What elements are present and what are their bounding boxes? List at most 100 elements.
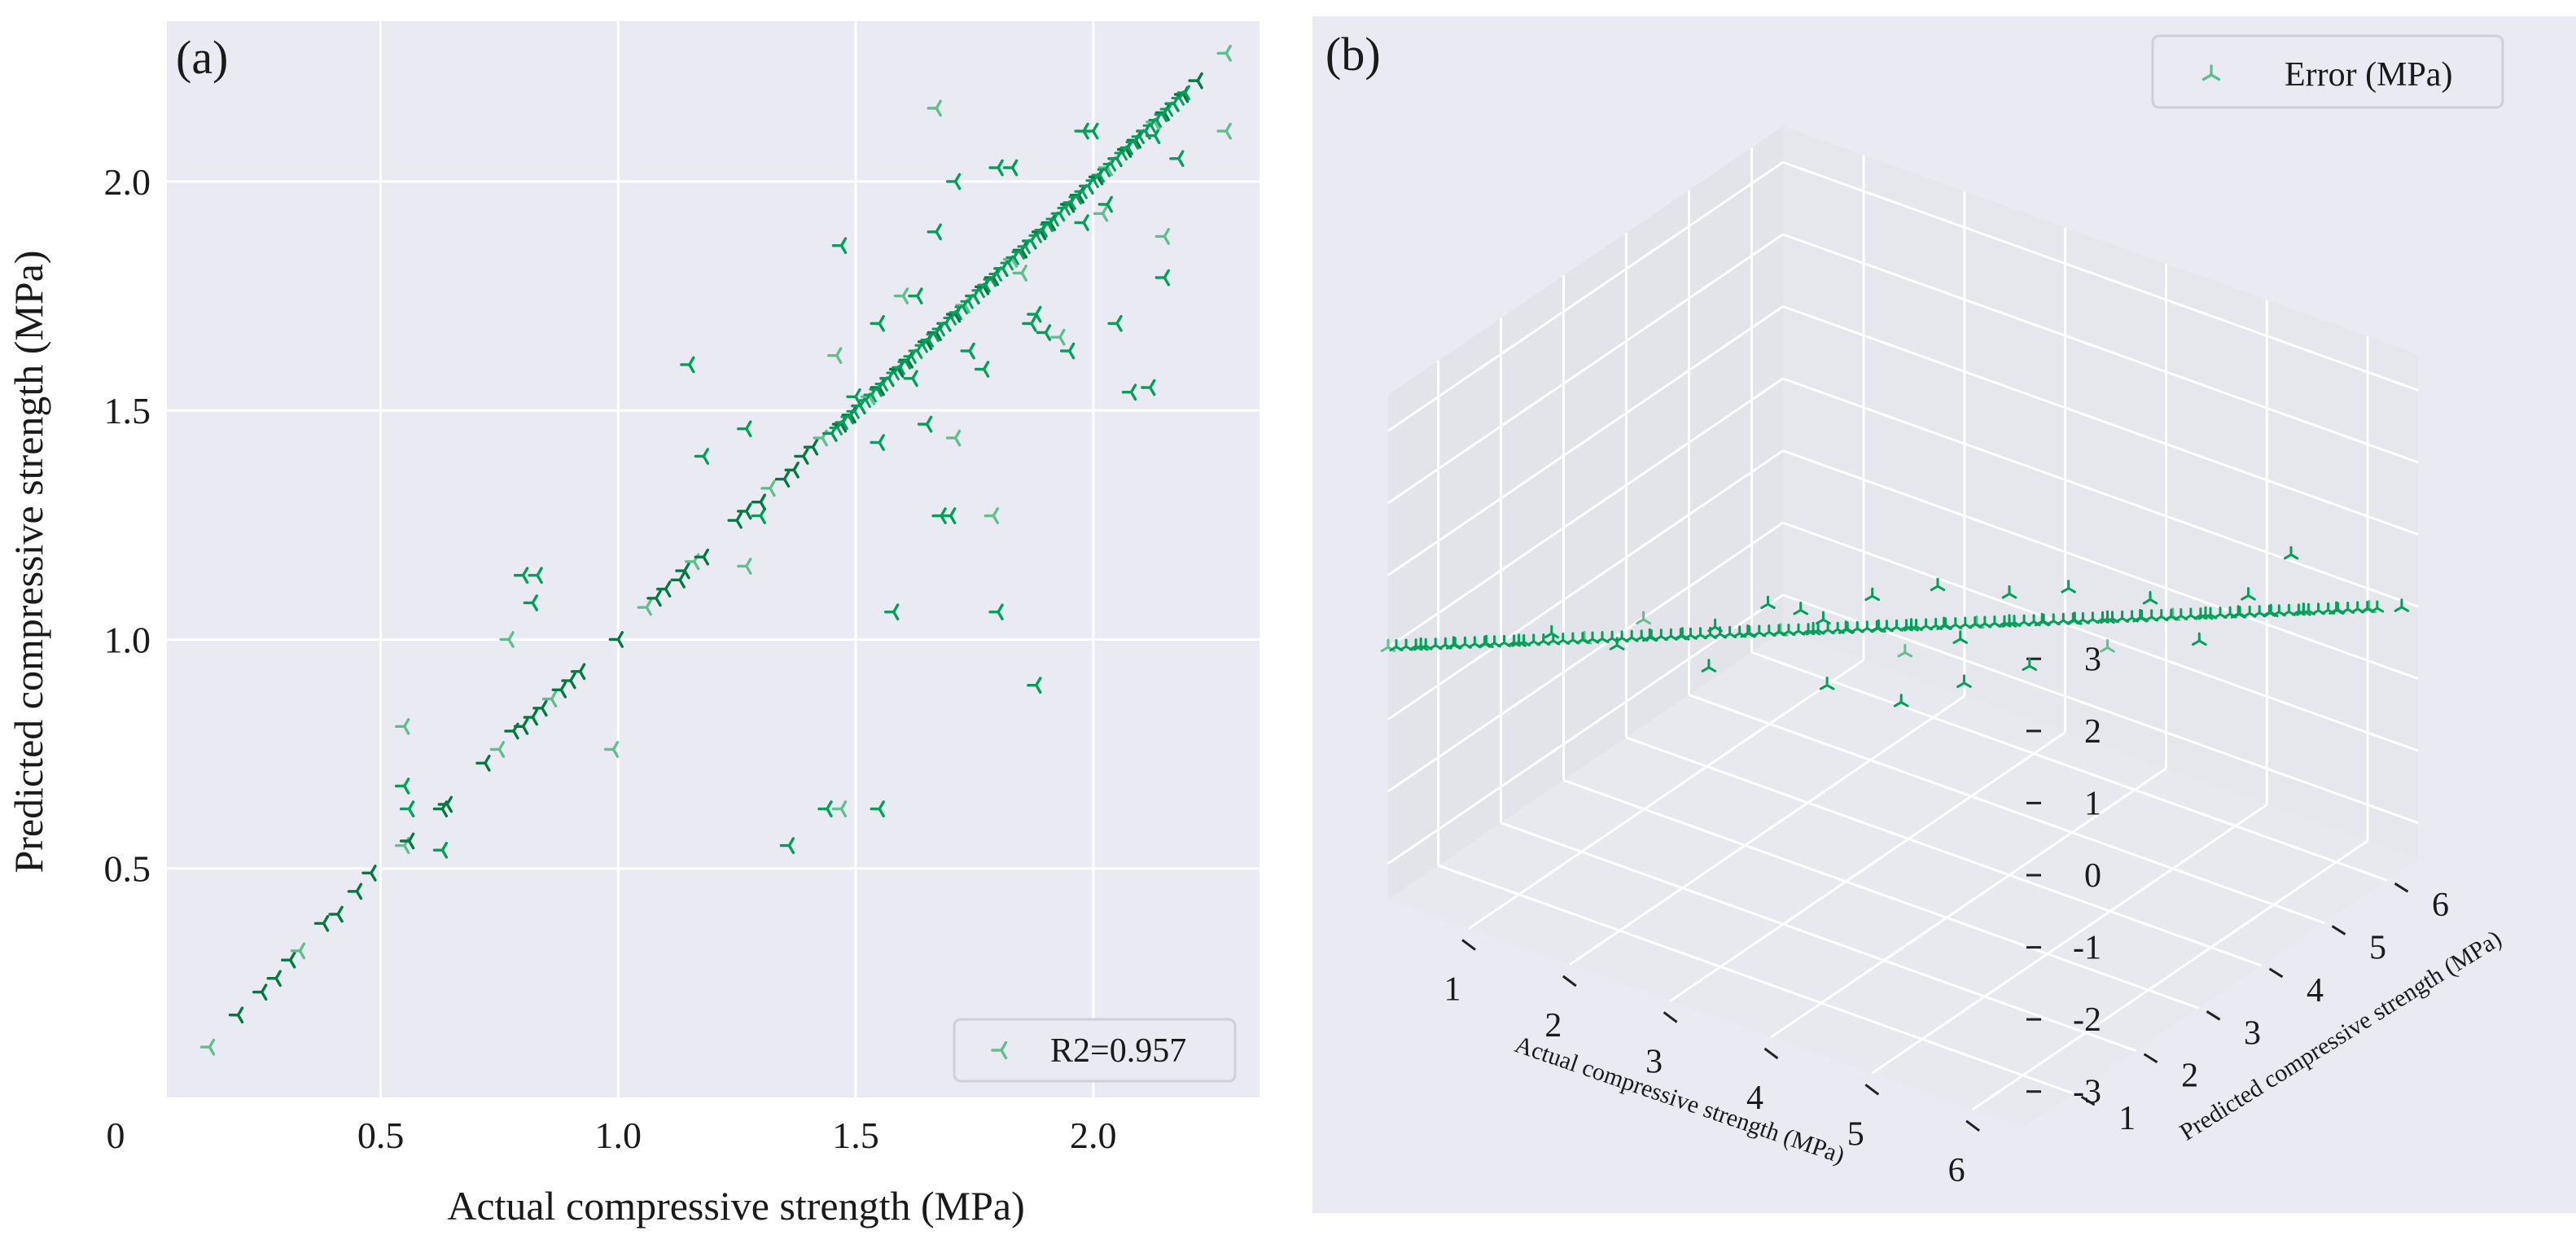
panel-a-y-tick-label: 0.5	[104, 848, 151, 890]
panel-b-point	[2100, 639, 2115, 653]
panel-a-point	[1216, 122, 1232, 140]
panel-a-point	[1022, 314, 1037, 332]
panel-a-ticks: 0.5 1.0 1.5 2.0 0.5 1.0 1.5 2.0	[104, 161, 1117, 1156]
panel-a-point	[561, 672, 576, 690]
panel-b-x-tick-label: 4	[1746, 1080, 1763, 1117]
panel-b-x-tick	[1562, 975, 1577, 988]
panel-a-x-axis-label: Actual compressive strength (MPa)	[447, 1183, 1025, 1229]
panel-a-point	[646, 589, 662, 607]
panel-b-point	[2022, 657, 2038, 671]
panel-a-point	[675, 562, 690, 580]
panel-a-point	[760, 480, 776, 497]
panel-a-point	[680, 356, 695, 374]
panel-a-point	[831, 237, 848, 254]
panel-a-point	[1050, 328, 1066, 346]
panel-a-point	[551, 681, 567, 699]
panel-a-x-tick-label: 2.0	[1070, 1115, 1117, 1156]
panel-a-point	[523, 708, 538, 726]
panel-a-point	[608, 631, 624, 648]
panel-b-floor-gridline	[1563, 778, 2200, 1010]
panel-a-point	[870, 800, 885, 817]
panel-a-point	[1188, 72, 1203, 90]
panel-b-point	[1636, 611, 1651, 624]
panel-a-origin-label: 0	[107, 1115, 125, 1156]
panel-a-y-tick-label: 1.5	[104, 390, 151, 431]
panel-a-point	[1154, 269, 1171, 287]
panel-a-point	[870, 314, 885, 332]
panel-b-wall-gridline	[1387, 521, 1784, 793]
panel-b-point	[2283, 545, 2299, 560]
panel-a-point	[751, 493, 766, 510]
panel-a-point	[513, 567, 529, 584]
panel-a-point	[883, 603, 900, 621]
panel-b-floor-gridline	[1438, 864, 2074, 1095]
panel-b-legend-text: Error (MPa)	[2285, 56, 2452, 94]
panel-a-point	[694, 448, 709, 465]
panel-b-point	[1701, 659, 1717, 672]
panel-a-x-tick-label: 1.0	[595, 1115, 642, 1156]
panel-a-point	[908, 287, 923, 304]
panel-a-grid	[167, 21, 1260, 1097]
panel-a-y-axis-label: Predicted compressive strength (MPa)	[6, 250, 51, 873]
panel-a-point	[570, 663, 586, 681]
panel-a-y-tick-label: 1.0	[104, 619, 151, 660]
panel-b-floor-gridline	[1468, 659, 1864, 930]
panel-a-point	[927, 99, 942, 117]
panel-b-wall-gridline	[1387, 161, 1784, 432]
panel-a-point	[637, 598, 652, 616]
panel-a-point	[831, 800, 848, 817]
panel-b-wall-gridline	[1782, 449, 2419, 680]
panel-b-wall-gridline	[1782, 160, 2419, 392]
panel-b-y-tick-label: 5	[2369, 930, 2386, 967]
panel-a-point	[794, 448, 809, 465]
panel-b-x-tick-label: 5	[1847, 1115, 1864, 1153]
panel-b-grid	[1387, 147, 2419, 1111]
panel-a-point	[1027, 305, 1042, 323]
panel-b-z-tick-label: -3	[2073, 1074, 2101, 1111]
panel-b-z-tick-label: 3	[2084, 641, 2101, 678]
panel-b-x-tick-label: 6	[1948, 1152, 1965, 1189]
panel-a-point	[670, 572, 686, 589]
panel-a-point	[1107, 314, 1123, 332]
panel-b-wall-gridline	[1782, 594, 2419, 825]
panel-a-point	[1169, 150, 1185, 168]
panel-b-y-tick	[2143, 1053, 2158, 1063]
panel-b-ticks: 1 2 3 4 5 6 1 2 3 4 5 6 3 2 1 0 -1 -2 -3	[1444, 641, 2449, 1189]
panel-b-point	[1893, 694, 1909, 707]
panel-b-x-tick	[1461, 939, 1476, 951]
panel-a-point	[784, 461, 800, 479]
panel-a-point	[328, 905, 344, 923]
panel-b-floor-gridline	[1770, 767, 2167, 1039]
panel-a-point	[917, 415, 933, 433]
panel-b-x-tick	[1763, 1047, 1779, 1060]
panel-b-floor-gridline	[1972, 839, 2368, 1111]
panel-a-point	[1084, 122, 1099, 140]
panel-a-point	[870, 434, 885, 451]
panel-a-point	[1027, 677, 1042, 694]
panel-b-y-tick	[2268, 967, 2284, 979]
panel-b-floor-gridline	[1871, 804, 2268, 1075]
panel-a-point	[727, 511, 743, 529]
panel-b-x-tick-label: 3	[1645, 1043, 1663, 1080]
panel-a: 0.5 1.0 1.5 2.0 0.5 1.0 1.5 2.0 (a) 0 Actual co…	[6, 21, 1260, 1229]
panel-a-point	[475, 755, 491, 772]
panel-a-point	[827, 347, 843, 364]
panel-b-z-tick-label: 1	[2084, 785, 2101, 822]
panel-b-wall-gridline	[1387, 233, 1784, 505]
panel-a-point	[1074, 214, 1089, 231]
panel-b-point	[1760, 595, 1776, 610]
panel-b-floor-pane	[1388, 631, 2418, 1128]
panel-b-z-tick-label: 0	[2084, 857, 2101, 895]
panel-a-point	[489, 741, 506, 758]
panel-a-point	[1176, 85, 1190, 101]
panel-a-point	[737, 558, 752, 575]
panel-a-x-tick-label: 1.5	[832, 1115, 879, 1156]
panel-b-point	[2192, 632, 2207, 646]
panel-a-point	[1036, 324, 1052, 341]
panel-b-x-tick	[1965, 1119, 1980, 1132]
panel-a-point	[499, 631, 515, 648]
panel-b-label: (b)	[1325, 28, 1381, 81]
panel-a-point	[603, 741, 620, 758]
panel-a-legend-marker	[991, 1040, 1008, 1060]
